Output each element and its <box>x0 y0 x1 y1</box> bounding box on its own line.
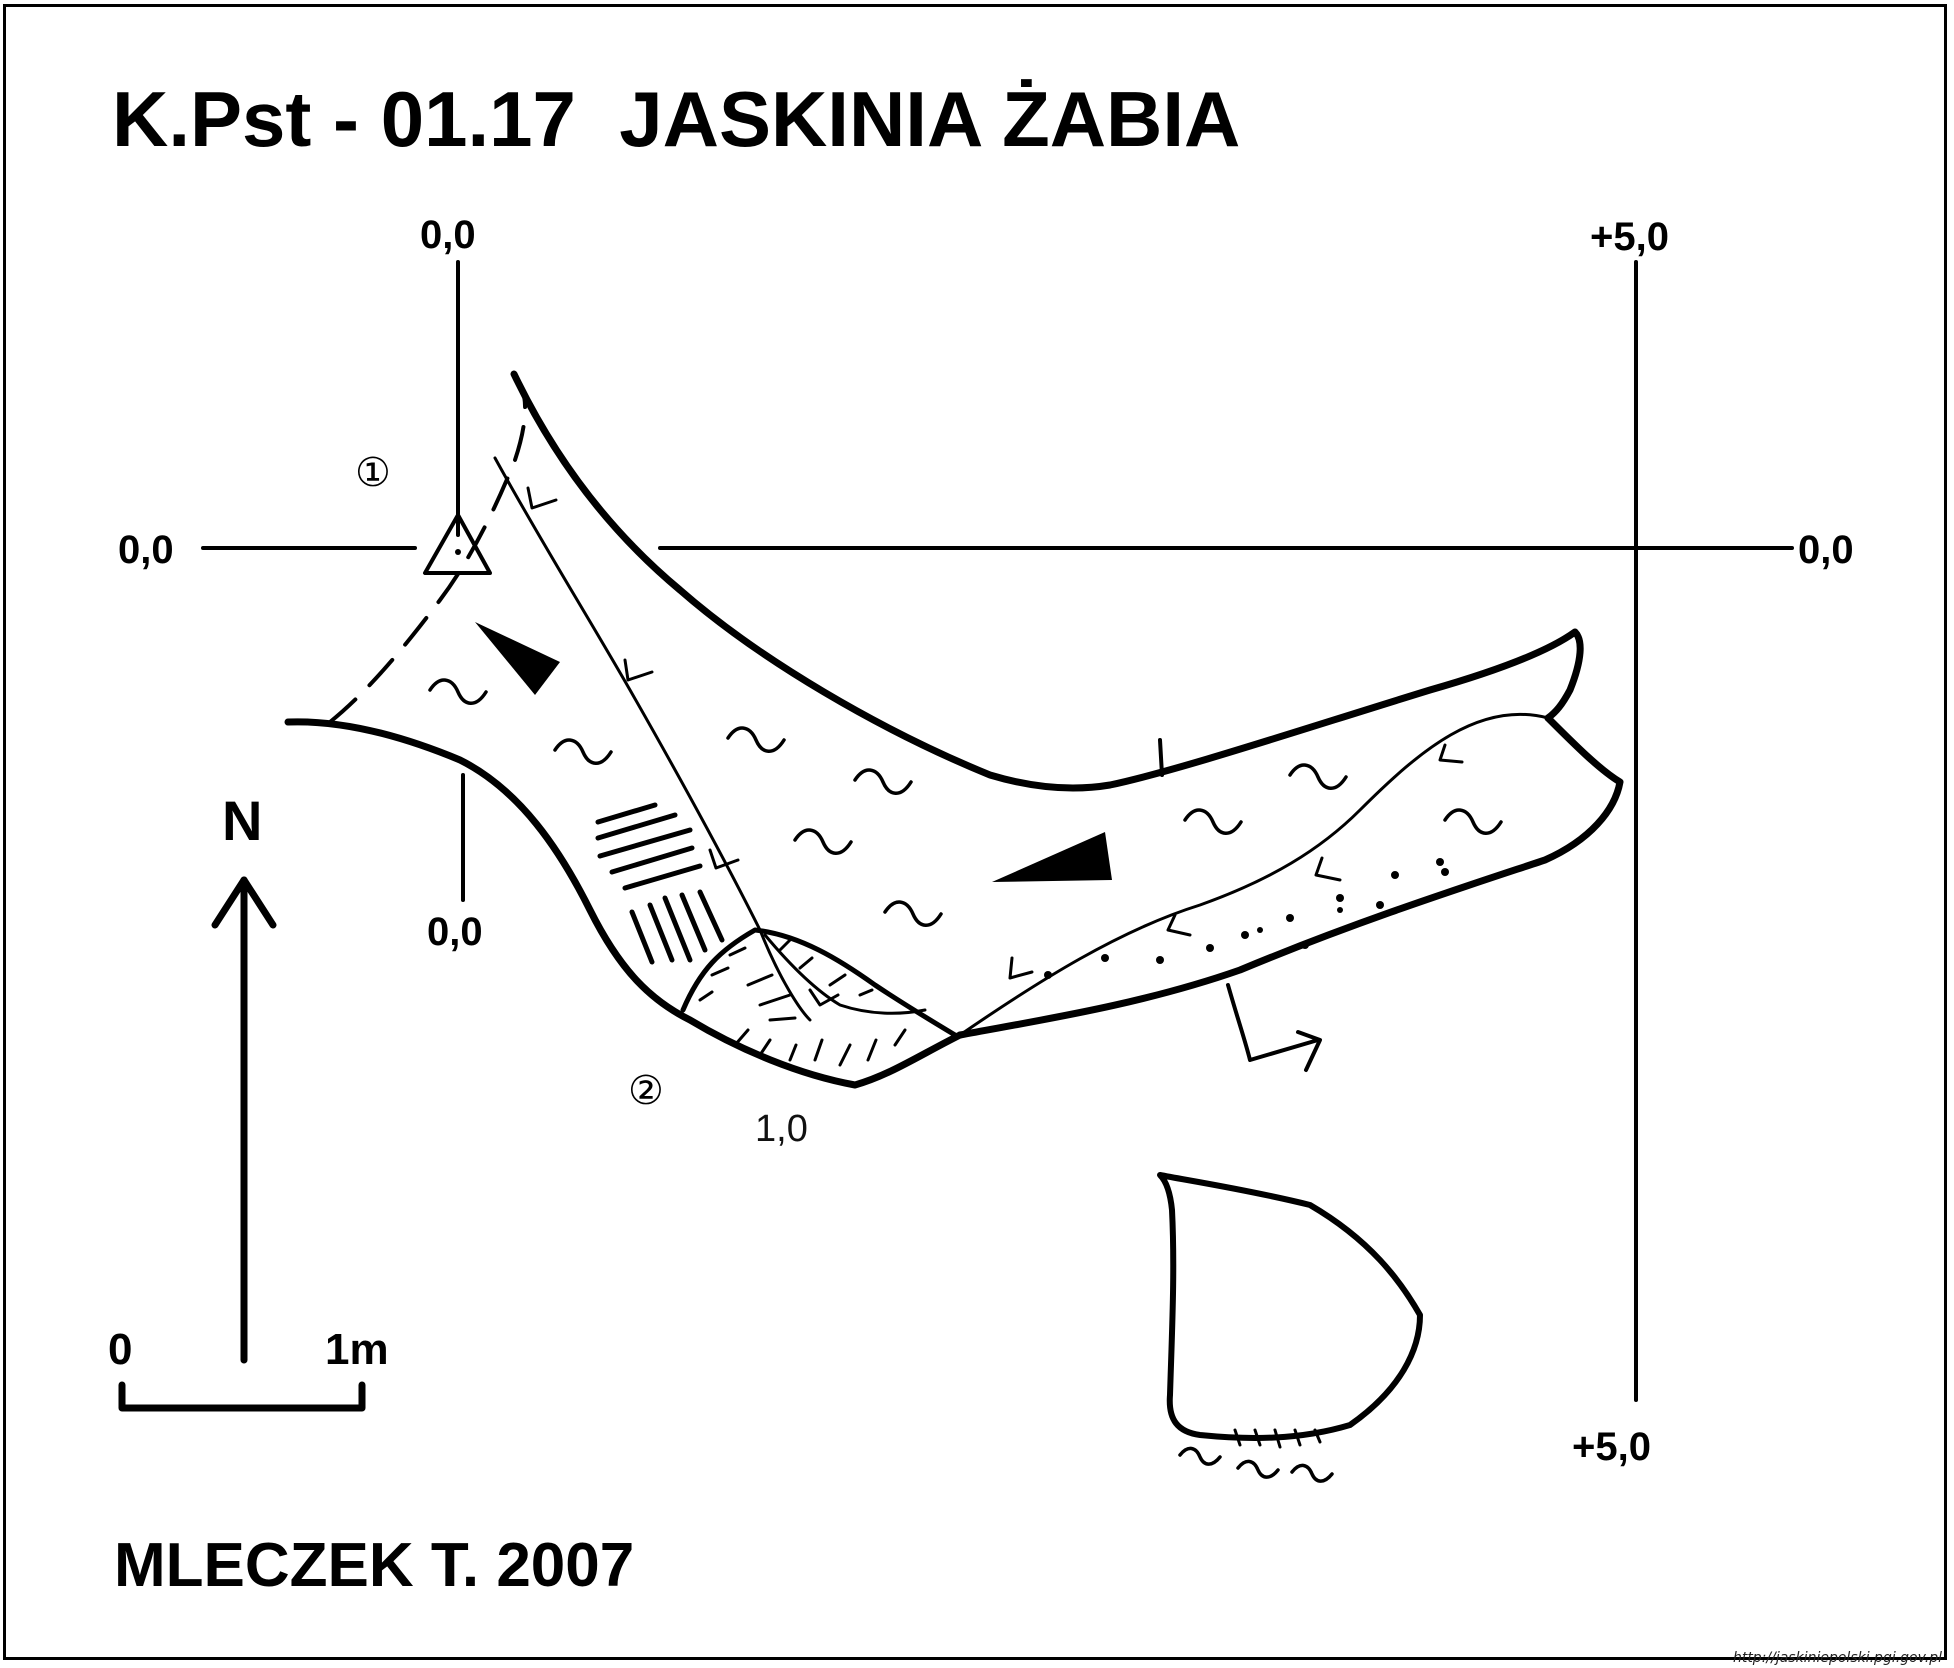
rubble-cone-outline <box>680 927 958 1038</box>
flow-arrows <box>526 486 1464 1007</box>
cave-wall-lower <box>284 718 964 1089</box>
scale-bar <box>118 1381 366 1412</box>
rubble-inner-ridge <box>763 933 927 1015</box>
cross-section-hatching <box>1233 1428 1322 1449</box>
grid-label-bottom-right: +5,0 <box>1572 1425 1651 1469</box>
map-frame <box>3 4 1947 1660</box>
wall-tick <box>1158 738 1164 777</box>
grid-label-top-right: +5,0 <box>1590 215 1669 259</box>
map-title: K.Pst - 01.17 JASKINIA ŻABIA <box>112 75 1241 163</box>
slope-wedge-marker-2 <box>992 832 1112 882</box>
grid-label-left: 0,0 <box>118 528 174 572</box>
north-label: N <box>222 789 263 852</box>
north-arrow-head <box>211 876 277 929</box>
grid-label-right: 0,0 <box>1798 528 1854 572</box>
gravel-dots <box>1044 858 1449 979</box>
slope-wedge-marker-1 <box>475 622 560 695</box>
grid-label-bottom-left: 0,0 <box>427 910 483 954</box>
water-flow-line <box>493 456 812 1022</box>
rubble-hatching <box>698 938 907 1067</box>
grid-label-top-left: 0,0 <box>420 213 476 257</box>
station-marker-entrance: ① <box>355 450 391 496</box>
cave-wall-east-end <box>956 714 1624 1039</box>
water-symbols <box>428 678 1503 927</box>
author-credit: MLECZEK T. 2007 <box>114 1531 635 1600</box>
station-marker-end: ② <box>628 1068 664 1114</box>
slope-hatching-horizontal <box>595 802 703 891</box>
depth-label: 1,0 <box>755 1108 808 1150</box>
scale-label-end: 1m <box>325 1325 389 1374</box>
source-url: http://jaskiniepolski.pgi.gov.pl <box>1732 1650 1942 1666</box>
survey-point-dot <box>455 549 461 555</box>
side-passage-arrow <box>1226 983 1320 1062</box>
entrance-dripline-dashed <box>328 386 528 724</box>
cross-section-water-symbols <box>1178 1446 1334 1483</box>
water-flow-line-east <box>958 712 1550 1037</box>
cave-wall-upper <box>510 370 1584 792</box>
cross-section-outline <box>1157 1172 1423 1441</box>
scale-label-start: 0 <box>108 1325 133 1374</box>
slope-hatching-vertical <box>629 889 725 965</box>
side-passage-arrowhead <box>1296 1030 1322 1072</box>
